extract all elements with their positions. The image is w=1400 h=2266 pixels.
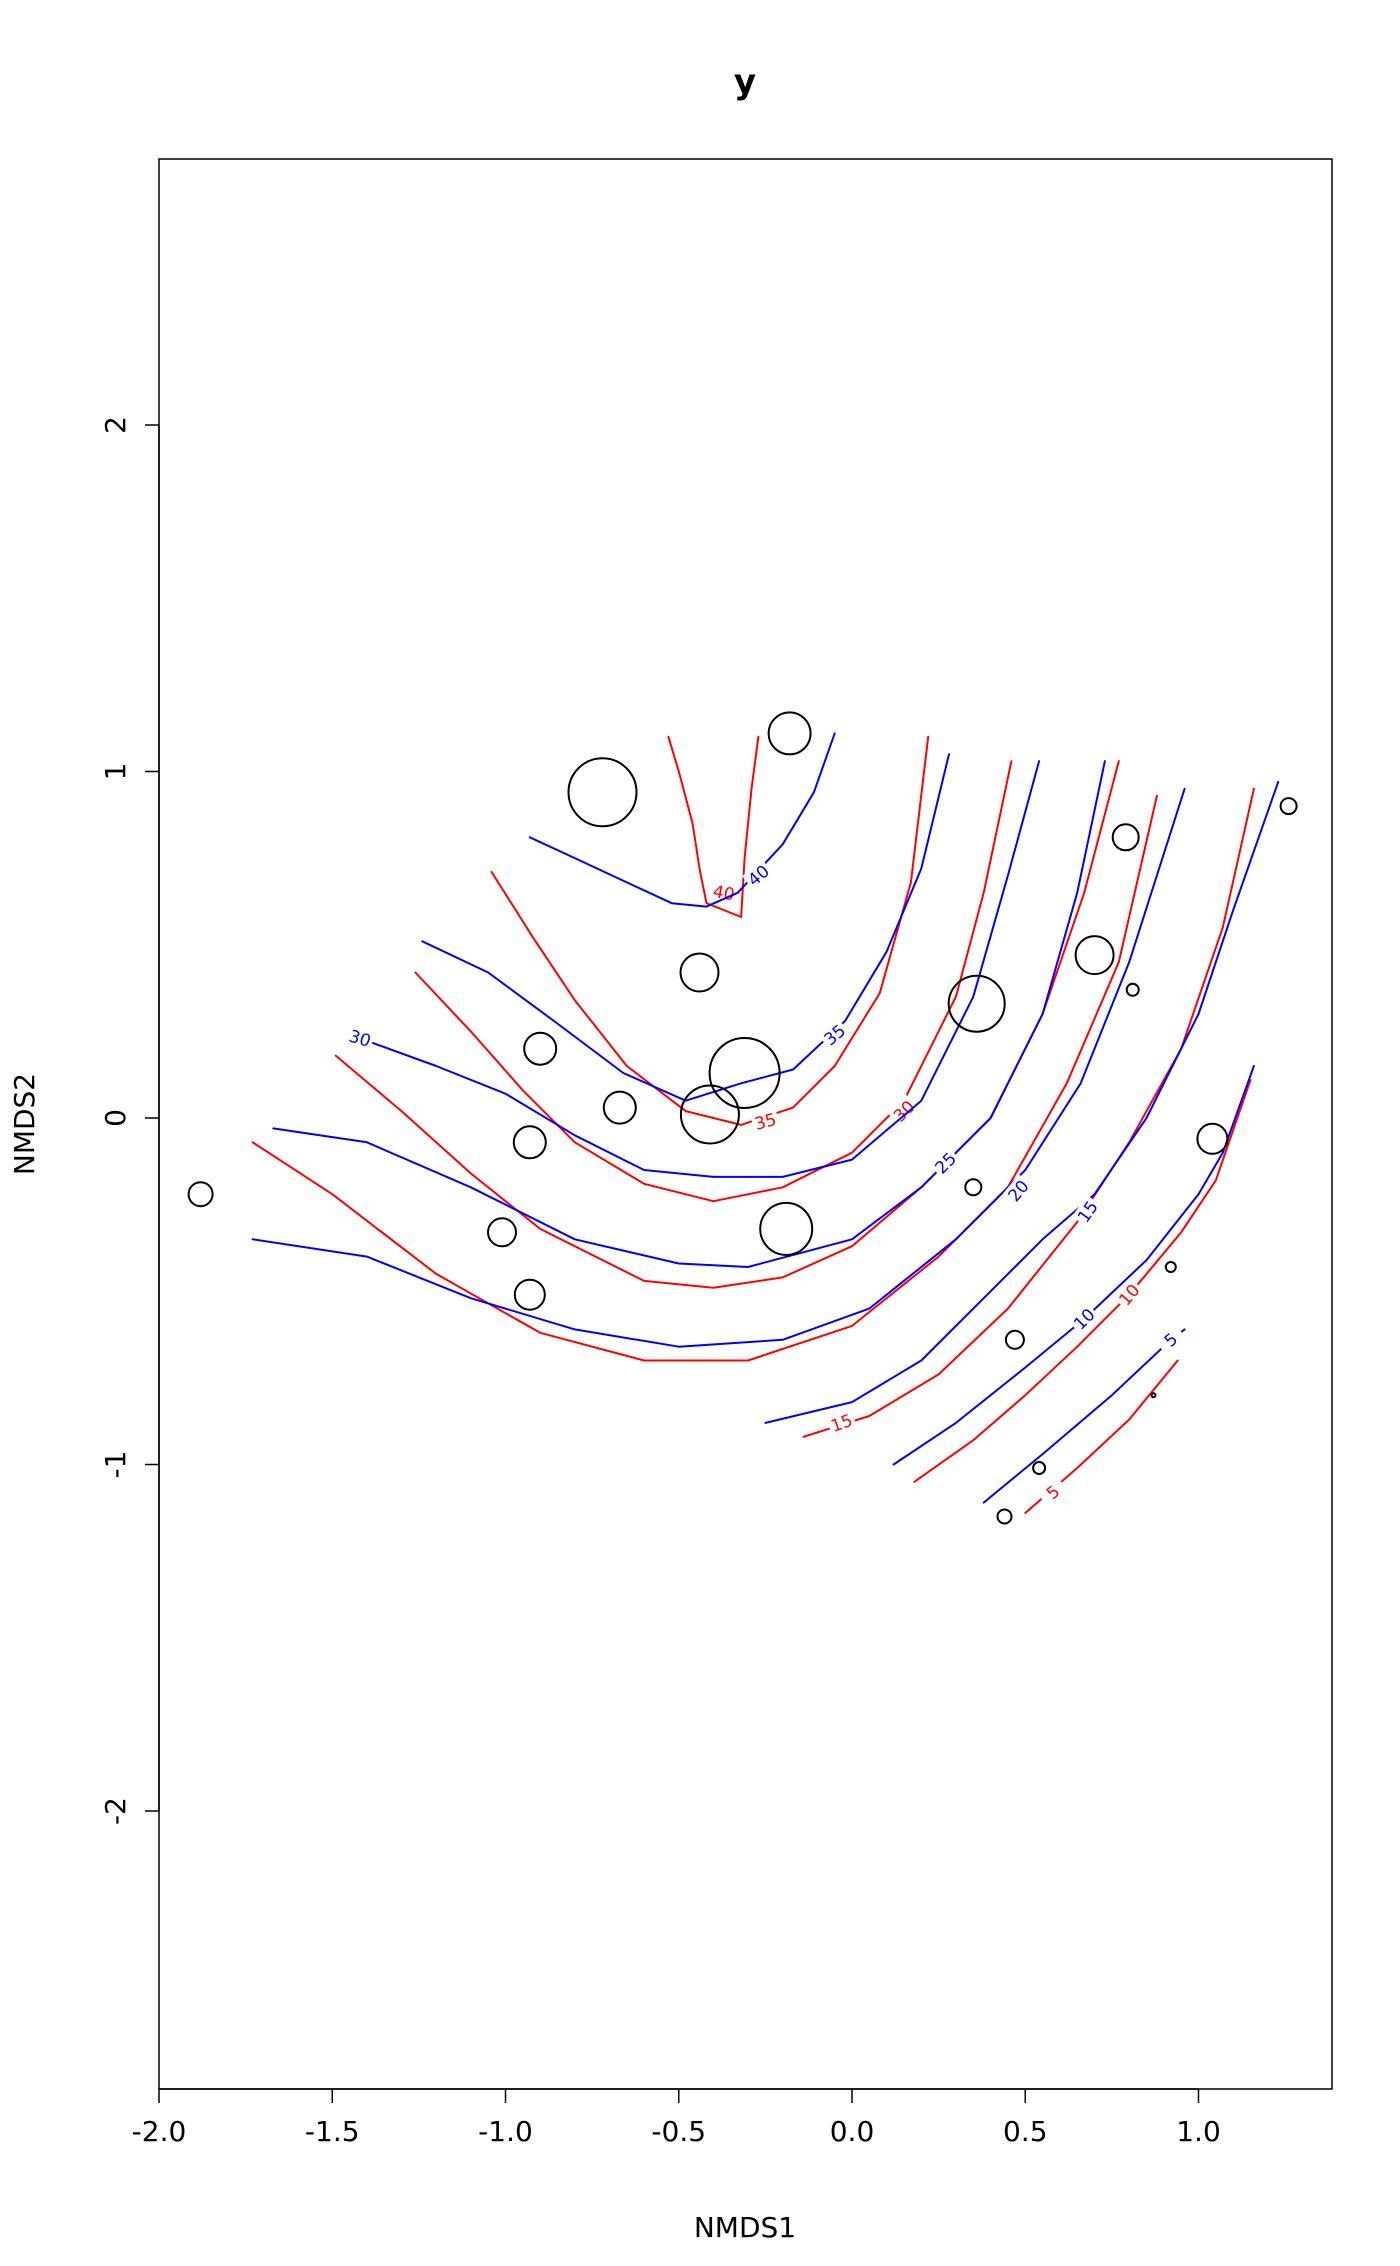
y-tick-label: 0 — [99, 1109, 132, 1127]
x-tick-label: -2.0 — [132, 2115, 187, 2148]
y-tick-label: -1 — [99, 1451, 132, 1479]
contour-line-a-40 — [667, 735, 760, 918]
contour-label-bg — [1154, 1323, 1188, 1356]
data-point — [1004, 1329, 1025, 1350]
contour-line-a-30 — [414, 760, 1013, 1203]
contour-label-bg — [825, 1409, 858, 1437]
contour-line-a-10 — [913, 1078, 1252, 1483]
contour-label-a-40: 40 — [711, 882, 736, 905]
y-tick-label: -2 — [99, 1797, 132, 1825]
contour-line-b-25 — [272, 760, 1106, 1268]
y-tick-label: 2 — [99, 416, 132, 434]
contour-label-bg — [344, 1024, 376, 1052]
y-tick-label: 1 — [99, 763, 132, 781]
scatter-points — [187, 711, 1298, 1525]
contour-label-bg — [1067, 1302, 1101, 1336]
contour-line-b-5 — [982, 1328, 1186, 1504]
contour-line-a-35 — [490, 735, 930, 1126]
data-point — [1125, 982, 1140, 997]
contour-label-b-20: 20 — [1004, 1177, 1033, 1206]
data-point — [1279, 797, 1298, 816]
data-point — [679, 952, 720, 993]
data-point — [767, 711, 812, 756]
contour-label-bg — [750, 1108, 781, 1135]
x-tick-label: 0.0 — [830, 2115, 875, 2148]
data-point — [1111, 823, 1140, 852]
data-point — [708, 1037, 781, 1109]
data-point — [679, 1084, 740, 1145]
contour-label-bg — [1113, 1278, 1146, 1312]
x-tick-label: 1.0 — [1176, 2115, 1221, 2148]
x-axis-label: NMDS1 — [694, 2211, 796, 2244]
contour-line-b-15 — [764, 780, 1280, 1424]
data-point — [523, 1031, 558, 1066]
data-point — [567, 757, 638, 828]
x-tick-label: -0.5 — [651, 2115, 706, 2148]
chart-title: y — [734, 62, 756, 102]
data-point — [1032, 1461, 1047, 1475]
contour-line-a-25 — [334, 760, 1120, 1289]
data-point — [1074, 935, 1115, 976]
x-tick-label: -1.0 — [478, 2115, 533, 2148]
data-point — [1164, 1261, 1177, 1273]
contour-label-b-40: 40 — [744, 862, 773, 891]
contour-label-bg — [818, 1018, 852, 1051]
data-point — [1196, 1122, 1229, 1155]
data-point — [996, 1508, 1013, 1525]
data-point — [602, 1090, 637, 1125]
contour-line-a-20 — [251, 794, 1158, 1362]
data-point — [947, 974, 1006, 1033]
contour-line-b-10 — [892, 1065, 1255, 1466]
contour-label-b-35: 35 — [821, 1021, 850, 1050]
x-tick-label: -1.5 — [305, 2115, 360, 2148]
data-point — [759, 1201, 814, 1256]
contour-label-bg — [929, 1146, 962, 1180]
contour-label-bg — [742, 859, 775, 892]
data-point — [513, 1278, 546, 1311]
contour-label-bg — [1036, 1476, 1070, 1509]
y-axis: -2 -1 0 1 2 — [99, 416, 160, 1825]
data-point — [187, 1181, 214, 1208]
y-axis-label: NMDS2 — [8, 1073, 41, 1175]
contour-label-a-30: 30 — [890, 1097, 919, 1126]
data-point — [964, 1178, 983, 1197]
contour-label-b-15: 15 — [1074, 1198, 1103, 1227]
data-point — [512, 1125, 547, 1160]
contour-line-b-40 — [528, 732, 836, 908]
contour-label-bg — [709, 880, 739, 905]
contour-label-bg — [1071, 1195, 1104, 1228]
data-point — [487, 1217, 517, 1248]
data-point — [1150, 1392, 1157, 1399]
contour-label-bg — [887, 1094, 921, 1128]
contour-label-bg — [1002, 1174, 1035, 1208]
contour-line-a-15 — [802, 787, 1255, 1438]
contour-line-b-35 — [421, 753, 950, 1102]
x-axis: -2.0 -1.5 -1.0 -0.5 0.0 0.5 1.0 — [132, 2088, 1221, 2148]
x-tick-label: 0.5 — [1003, 2115, 1048, 2148]
contour-line-b-20 — [251, 787, 1186, 1348]
